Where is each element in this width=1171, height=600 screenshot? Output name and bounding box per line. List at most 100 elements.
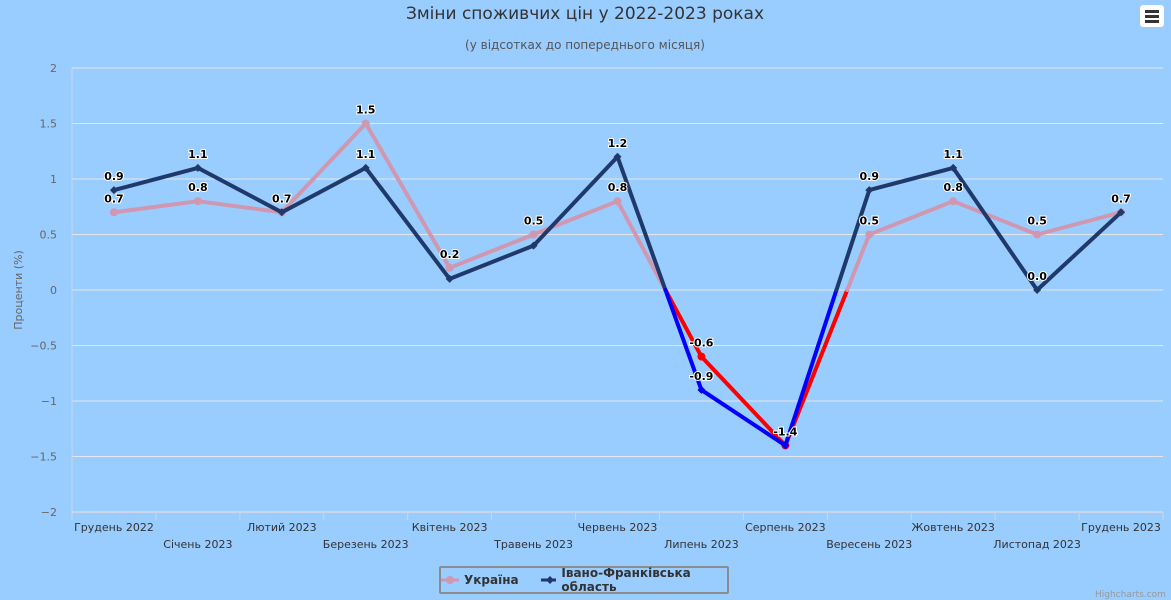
data-label: 0.2: [440, 248, 460, 261]
series-segment-1: [531, 154, 620, 248]
series-segment-1: [783, 288, 839, 448]
series-segment-0: [867, 199, 956, 237]
series-segment-1: [279, 165, 368, 215]
legend-label-ivano-frankivsk: Івано-Франківська область: [561, 566, 691, 594]
legend-marker-ukraine: [441, 576, 459, 584]
y-tick-label: 0: [50, 284, 57, 297]
data-point-marker[interactable]: [109, 208, 118, 217]
data-label: 1.1: [356, 148, 376, 161]
data-point-marker[interactable]: [1117, 208, 1126, 217]
data-label: 0.8: [608, 181, 628, 194]
series-segment-1: [111, 165, 200, 193]
chart-menu-button[interactable]: [1140, 5, 1164, 27]
series-segment-0: [951, 199, 1040, 237]
data-label: 0.8: [188, 181, 208, 194]
data-labels: 0.7 0.8 1.5 0.2 0.5 0.8 -0.6 0.5 0.8 0.5 0.9 1.1 0.7…: [103, 103, 1132, 440]
series-segment-0: [447, 232, 536, 270]
data-point-marker[interactable]: [865, 230, 874, 239]
y-tick-label: 2: [50, 62, 57, 75]
data-label: 1.5: [356, 104, 376, 117]
series-segment-1: [363, 165, 452, 281]
x-tick-label: Березень 2023: [323, 538, 409, 551]
data-point-marker[interactable]: [361, 163, 370, 172]
data-point-marker[interactable]: [193, 163, 202, 172]
x-tick-label: Липень 2023: [664, 538, 739, 551]
data-label: 1.1: [943, 148, 963, 161]
data-label: 0.7: [1111, 192, 1131, 205]
y-tick-label: −2: [41, 506, 57, 519]
data-point-marker[interactable]: [277, 208, 286, 217]
y-tick-label: −1.5: [30, 451, 57, 464]
data-point-marker[interactable]: [193, 197, 202, 206]
y-tick-label: −1: [41, 395, 57, 408]
y-axis-title: Проценти (%): [12, 250, 25, 330]
y-tick-label: 1.5: [40, 118, 58, 131]
data-point-marker[interactable]: [949, 197, 958, 206]
chart-credits[interactable]: Highcharts.com: [1095, 590, 1166, 600]
x-tick-label: Червень 2023: [578, 521, 658, 534]
legend-item-ukraine[interactable]: Україна: [441, 573, 519, 587]
data-label: -0.9: [689, 370, 713, 383]
data-label: 0.9: [104, 170, 124, 183]
chart-subtitle: (у відсотках до попереднього місяця): [465, 38, 705, 52]
data-label: 1.2: [608, 137, 628, 150]
x-tick-label: Грудень 2022: [74, 521, 154, 534]
data-point-marker[interactable]: [781, 441, 790, 450]
series-segment-1: [663, 288, 704, 392]
series-segment-1: [1035, 210, 1124, 292]
data-label: 0.5: [1027, 215, 1047, 228]
data-point-marker[interactable]: [613, 197, 622, 206]
series-segment-1: [447, 243, 536, 281]
series-segment-1: [195, 165, 284, 215]
data-label: 0.7: [272, 192, 292, 205]
y-tick-label: −0.5: [30, 340, 57, 353]
x-tick-label: Травень 2023: [493, 538, 573, 551]
data-point-marker[interactable]: [697, 352, 706, 361]
series-segment-1: [867, 165, 956, 193]
series-lines: [109, 119, 1126, 450]
legend-marker-ivano-frankivsk: [540, 576, 557, 584]
data-point-marker[interactable]: [697, 385, 706, 394]
x-tick-label: Серпень 2023: [745, 521, 826, 534]
data-label: 0.9: [860, 170, 880, 183]
data-label: -1.4: [773, 425, 797, 438]
x-tick-label: Грудень 2023: [1081, 521, 1161, 534]
data-label: -0.6: [689, 337, 713, 350]
series-segment-0: [363, 121, 452, 270]
data-point-marker[interactable]: [361, 119, 370, 128]
chart-title: Зміни споживчих цін у 2022-2023 роках: [406, 4, 764, 24]
series-segment-0: [845, 232, 872, 292]
grid: [72, 67, 1163, 513]
legend-label-ukraine: Україна: [464, 573, 519, 587]
x-tick-label: Квітень 2023: [412, 521, 488, 534]
series-segment-1: [951, 165, 1040, 292]
data-label: 0.5: [524, 215, 544, 228]
data-point-marker[interactable]: [1033, 230, 1042, 239]
x-tick-label: Лютий 2023: [247, 521, 317, 534]
data-label: 0.5: [860, 215, 880, 228]
data-label: 0.0: [1027, 270, 1047, 283]
x-tick-label: Листопад 2023: [993, 538, 1081, 551]
series-segment-1: [699, 387, 788, 448]
series-segment-0: [111, 199, 200, 215]
series-segment-0: [1035, 210, 1124, 237]
data-point-marker[interactable]: [445, 274, 454, 283]
x-axis: 2 1.5 1 0.5 0 −0.5 −1 −1.5 −2 Грудень 2022 Січень …: [30, 62, 1164, 551]
data-point-marker[interactable]: [613, 152, 622, 161]
chart-legend: Україна Івано-Франківська область: [439, 566, 729, 594]
data-point-marker[interactable]: [529, 230, 538, 239]
y-tick-label: 0.5: [40, 229, 58, 242]
data-point-marker[interactable]: [949, 163, 958, 172]
data-point-marker[interactable]: [529, 241, 538, 250]
data-label: 0.8: [943, 181, 963, 194]
data-point-marker[interactable]: [865, 186, 874, 195]
data-point-marker[interactable]: [1033, 286, 1042, 294]
x-tick-label: Вересень 2023: [826, 538, 912, 551]
legend-item-ivano-frankivsk[interactable]: Івано-Франківська область: [540, 566, 727, 594]
series-segment-1: [834, 188, 872, 292]
series-segment-0: [699, 354, 788, 448]
x-tick-label: Січень 2023: [163, 538, 232, 551]
data-point-marker[interactable]: [109, 186, 118, 195]
data-point-marker[interactable]: [445, 263, 454, 272]
